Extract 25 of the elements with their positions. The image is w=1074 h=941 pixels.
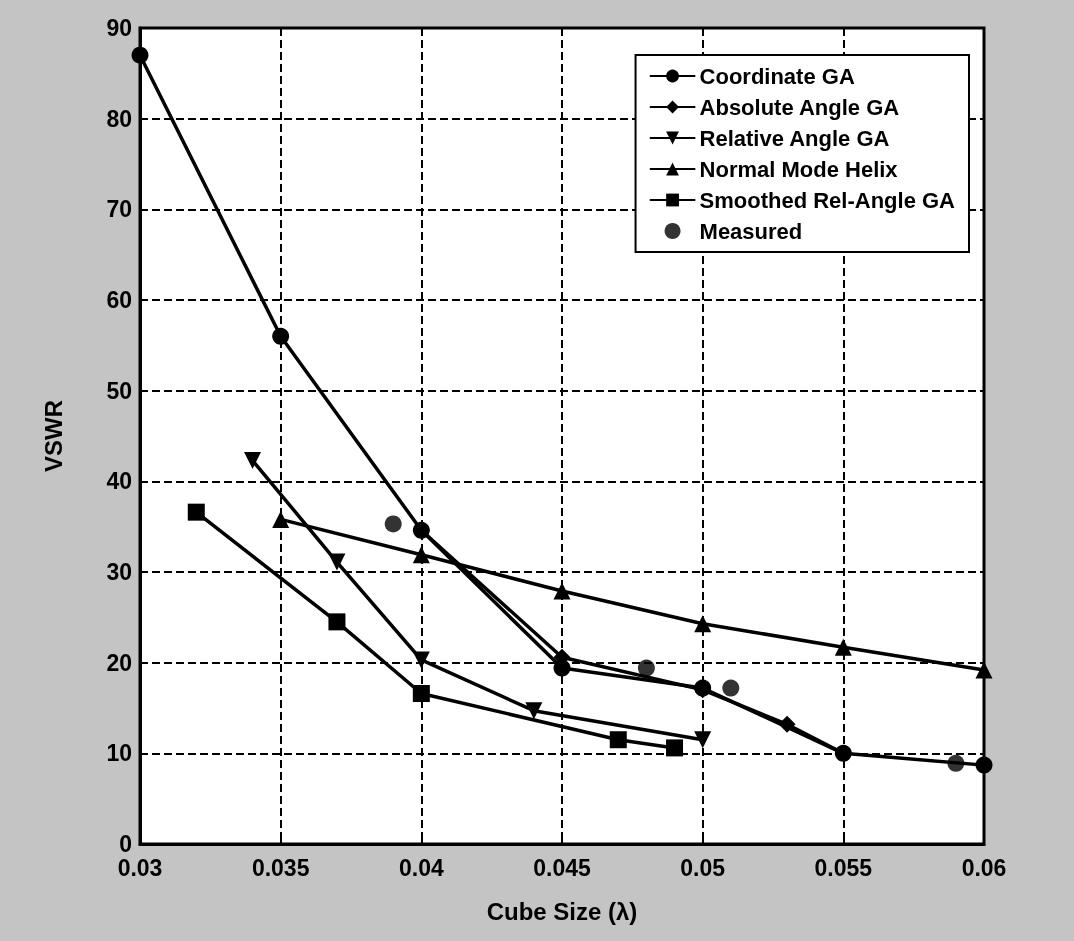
y-tick-label: 0 (119, 831, 132, 857)
legend-label: Absolute Angle GA (699, 94, 900, 120)
x-tick-label: 0.035 (251, 854, 310, 881)
y-tick-label: 70 (106, 196, 132, 223)
legend-label: Coordinate GA (699, 63, 855, 89)
x-tick-label: 0.055 (814, 854, 873, 881)
y-tick-label: 30 (106, 559, 132, 585)
y-tick-label: 40 (106, 468, 132, 495)
legend-label: Relative Angle GA (699, 125, 890, 151)
y-tick-label: 20 (106, 649, 132, 676)
x-tick-label: 0.06 (961, 854, 1007, 881)
legend-label: Measured (699, 218, 803, 244)
y-tick-label: 90 (106, 15, 132, 41)
x-tick-label: 0.04 (398, 854, 444, 881)
y-tick-label: 10 (106, 740, 132, 767)
y-tick-label: 80 (106, 105, 132, 132)
legend-label: Smoothed Rel-Angle GA (699, 187, 956, 213)
y-axis-title: VSWR (39, 400, 67, 472)
x-tick-label: 0.03 (117, 854, 163, 881)
x-axis-title: Cube Size (λ) (486, 897, 638, 925)
y-tick-label: 60 (106, 287, 132, 313)
y-tick-label: 50 (106, 377, 132, 404)
x-tick-label: 0.045 (533, 854, 591, 881)
x-tick-label: 0.05 (680, 854, 726, 881)
legend-label: Normal Mode Helix (699, 156, 899, 182)
